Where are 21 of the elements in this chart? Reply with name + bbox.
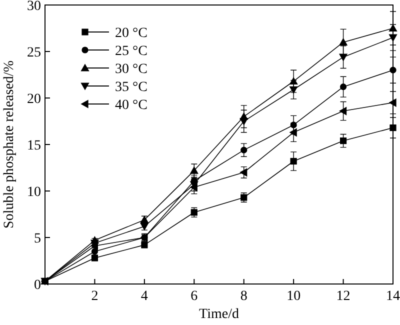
legend-label: 20 °C	[115, 26, 148, 41]
y-tick-label: 10	[27, 185, 41, 200]
legend-label: 35 °C	[115, 80, 148, 95]
x-tick-label: 12	[336, 289, 350, 304]
y-tick-label: 30	[27, 0, 41, 14]
legend-label: 25 °C	[115, 44, 148, 59]
y-axis-title: Soluble phosphate released/%	[2, 60, 17, 228]
legend-label: 30 °C	[115, 62, 148, 77]
legend-label: 40 °C	[115, 98, 148, 113]
x-tick-label: 8	[240, 289, 248, 304]
y-tick-label: 5	[34, 232, 41, 246]
x-tick-label: 4	[140, 289, 148, 304]
x-tick-label: 14	[386, 289, 400, 304]
x-tick-label: 6	[190, 289, 198, 304]
x-tick-label: 10	[286, 289, 301, 304]
y-tick-label: 15	[27, 138, 41, 154]
y-tick-label: 25	[27, 46, 41, 60]
x-tick-label: 2	[91, 289, 98, 304]
y-tick-label: 20	[27, 92, 41, 107]
x-axis-title: Time/d	[199, 307, 239, 322]
y-tick-label: 0	[34, 278, 41, 293]
